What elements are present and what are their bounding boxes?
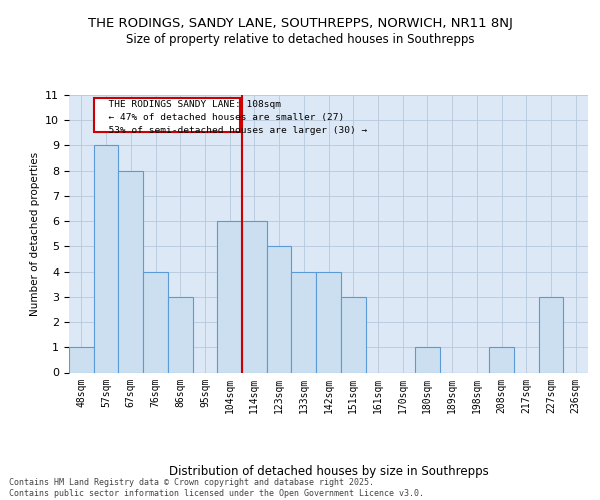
X-axis label: Distribution of detached houses by size in Southrepps: Distribution of detached houses by size …: [169, 466, 488, 478]
Bar: [341, 297, 365, 372]
Bar: [415, 348, 440, 372]
Bar: [292, 272, 316, 372]
Bar: [316, 272, 341, 372]
Text: Size of property relative to detached houses in Southrepps: Size of property relative to detached ho…: [126, 32, 474, 46]
Bar: [69, 348, 94, 372]
Bar: [539, 297, 563, 372]
Bar: [168, 297, 193, 372]
FancyBboxPatch shape: [94, 98, 240, 132]
Bar: [489, 348, 514, 372]
Bar: [242, 221, 267, 372]
Bar: [94, 146, 118, 372]
Bar: [118, 170, 143, 372]
Text: Contains HM Land Registry data © Crown copyright and database right 2025.
Contai: Contains HM Land Registry data © Crown c…: [9, 478, 424, 498]
Text: THE RODINGS, SANDY LANE, SOUTHREPPS, NORWICH, NR11 8NJ: THE RODINGS, SANDY LANE, SOUTHREPPS, NOR…: [88, 18, 512, 30]
Text: THE RODINGS SANDY LANE: 108sqm
  ← 47% of detached houses are smaller (27)
  53%: THE RODINGS SANDY LANE: 108sqm ← 47% of …: [97, 100, 368, 135]
Bar: [217, 221, 242, 372]
Y-axis label: Number of detached properties: Number of detached properties: [30, 152, 40, 316]
Bar: [267, 246, 292, 372]
Bar: [143, 272, 168, 372]
